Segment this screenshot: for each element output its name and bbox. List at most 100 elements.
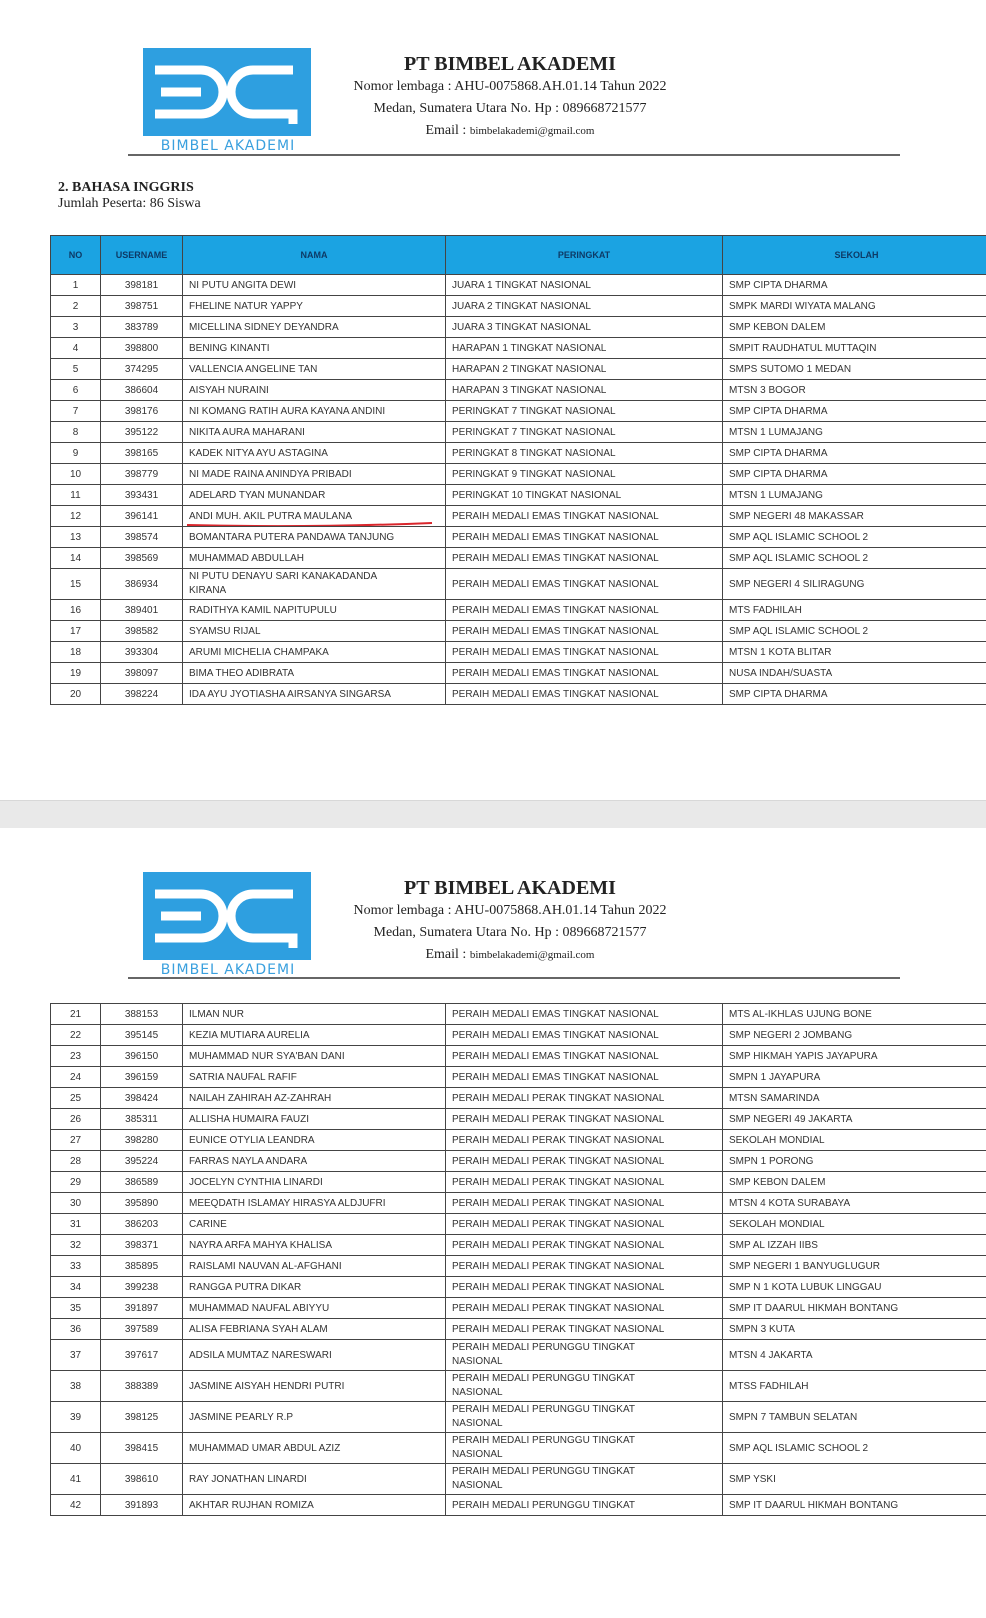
cell-no: 27 <box>50 1129 101 1151</box>
cell-nama-text: MUHAMMAD NUR SYA'BAN DANI <box>189 1050 345 1062</box>
company-name: PT BIMBEL AKADEMI <box>404 53 616 75</box>
cell-peringkat: PERAIH MEDALI EMAS TINGKAT NASIONAL <box>445 526 723 548</box>
cell-username: 398371 <box>100 1234 183 1256</box>
cell-no-text: 20 <box>69 688 82 700</box>
cell-nama-text: CARINE <box>189 1218 227 1230</box>
cell-peringkat-text: PERAIH MEDALI PERUNGGU TINGKAT NASIONAL <box>452 1466 635 1491</box>
cell-sekolah: MTSN 4 JAKARTA <box>722 1339 986 1371</box>
email-line: Email : bimbelakademi@gmail.com <box>425 947 595 962</box>
cell-username-text: 391897 <box>124 1302 159 1314</box>
cell-no-text: 22 <box>69 1029 82 1041</box>
table-row: 21 388153 ILMAN NUR PERAIH MEDALI EMAS TING… <box>50 1003 986 1025</box>
cell-peringkat-text: PERAIH MEDALI PERAK TINGKAT NASIONAL <box>452 1155 665 1167</box>
cell-peringkat-text: PERAIH MEDALI EMAS TINGKAT NASIONAL <box>452 604 659 616</box>
cell-peringkat: JUARA 2 TINGKAT NASIONAL <box>445 295 723 317</box>
cell-sekolah: SMP CIPTA DHARMA <box>722 683 986 705</box>
cell-username: 393431 <box>100 484 183 506</box>
cell-username-text: 393431 <box>124 489 159 501</box>
cell-nama: MUHAMMAD NAUFAL ABIYYU <box>182 1297 446 1319</box>
cell-no: 15 <box>50 568 101 600</box>
cell-nama-text: IDA AYU JYOTIASHA AIRSANYA SINGARSA <box>189 688 391 700</box>
cell-no-text: 23 <box>69 1050 82 1062</box>
cell-nama-text: MUHAMMAD ABDULLAH <box>189 552 305 564</box>
cell-peringkat-text: PERAIH MEDALI PERAK TINGKAT NASIONAL <box>452 1323 665 1335</box>
cell-no: 18 <box>50 641 101 663</box>
cell-nama: CARINE <box>182 1213 446 1235</box>
cell-sekolah: MTSN 1 KOTA BLITAR <box>722 641 986 663</box>
cell-no: 42 <box>50 1494 101 1516</box>
cell-nama: IDA AYU JYOTIASHA AIRSANYA SINGARSA <box>182 683 446 705</box>
cell-nama: MUHAMMAD NUR SYA'BAN DANI <box>182 1045 446 1067</box>
cell-sekolah-text: SMP AQL ISLAMIC SCHOOL 2 <box>729 1442 869 1454</box>
cell-peringkat-text: PERAIH MEDALI PERAK TINGKAT NASIONAL <box>452 1092 665 1104</box>
cell-sekolah-text: MTSS FADHILAH <box>729 1380 809 1392</box>
table-row: 29 386589 JOCELYN CYNTHIA LINARDI PERAIH ME… <box>50 1171 986 1193</box>
cell-username-text: 398424 <box>124 1092 159 1104</box>
cell-no: 36 <box>50 1318 101 1340</box>
cell-username: 398610 <box>100 1463 183 1495</box>
cell-username-text: 389401 <box>124 604 159 616</box>
cell-sekolah-text: SMPN 3 KUTA <box>729 1323 795 1335</box>
cell-peringkat: PERAIH MEDALI EMAS TINGKAT NASIONAL <box>445 1003 723 1025</box>
cell-no: 2 <box>50 295 101 317</box>
cell-nama-text: RAISLAMI NAUVAN AL-AFGHANI <box>189 1260 342 1272</box>
results-table-page-2: 21 388153 ILMAN NUR PERAIH MEDALI EMAS TING… <box>50 1003 986 1516</box>
cell-sekolah-text: SMP NEGERI 1 BANYUGLUGUR <box>729 1260 880 1272</box>
cell-sekolah-text: SMP N 1 KOTA LUBUK LINGGAU <box>729 1281 882 1293</box>
cell-peringkat-text: PERAIH MEDALI EMAS TINGKAT NASIONAL <box>452 688 659 700</box>
letterhead-divider <box>128 977 900 979</box>
cell-sekolah: SMPN 3 KUTA <box>722 1318 986 1340</box>
cell-peringkat: JUARA 1 TINGKAT NASIONAL <box>445 274 723 296</box>
cell-peringkat-text: PERAIH MEDALI PERUNGGU TINGKAT NASIONAL <box>452 1373 635 1398</box>
company-name: PT BIMBEL AKADEMI <box>404 877 616 899</box>
cell-no-text: 24 <box>69 1071 82 1083</box>
cell-nama-text: JASMINE PEARLY R.P <box>189 1411 294 1423</box>
cell-sekolah-text: SMP NEGERI 48 MAKASSAR <box>729 510 864 522</box>
cell-peringkat-text: PERAIH MEDALI PERAK TINGKAT NASIONAL <box>452 1302 665 1314</box>
cell-nama: MEEQDATH ISLAMAY HIRASYA ALDJUFRI <box>182 1192 446 1214</box>
cell-nama-text: NI MADE RAINA ANINDYA PRIBADI <box>189 468 352 480</box>
cell-nama: FHELINE NATUR YAPPY <box>182 295 446 317</box>
cell-peringkat-text: PERAIH MEDALI EMAS TINGKAT NASIONAL <box>452 1008 659 1020</box>
cell-no: 38 <box>50 1370 101 1402</box>
cell-peringkat: PERINGKAT 8 TINGKAT NASIONAL <box>445 442 723 464</box>
cell-peringkat: PERAIH MEDALI EMAS TINGKAT NASIONAL <box>445 683 723 705</box>
cell-peringkat: PERAIH MEDALI PERAK TINGKAT NASIONAL <box>445 1108 723 1130</box>
cell-sekolah: MTSN 1 LUMAJANG <box>722 484 986 506</box>
cell-no-text: 13 <box>69 531 82 543</box>
table-row: 41 398610 RAY JONATHAN LINARDI PERAIH MEDAL… <box>50 1463 986 1495</box>
cell-nama: JASMINE PEARLY R.P <box>182 1401 446 1433</box>
cell-peringkat: PERAIH MEDALI PERAK TINGKAT NASIONAL <box>445 1213 723 1235</box>
cell-no: 30 <box>50 1192 101 1214</box>
cell-peringkat-text: PERAIH MEDALI EMAS TINGKAT NASIONAL <box>452 510 659 522</box>
cell-no-text: 26 <box>69 1113 82 1125</box>
cell-peringkat-text: PERAIH MEDALI EMAS TINGKAT NASIONAL <box>452 1071 659 1083</box>
cell-sekolah: SMP NEGERI 49 JAKARTA <box>722 1108 986 1130</box>
cell-peringkat: PERAIH MEDALI PERAK TINGKAT NASIONAL <box>445 1297 723 1319</box>
cell-username: 398800 <box>100 337 183 359</box>
cell-nama-text: MUHAMMAD UMAR ABDUL AZIZ <box>189 1442 341 1454</box>
table-row: 7 398176 NI KOMANG RATIH AURA KAYANA ANDIN… <box>50 400 986 422</box>
cell-sekolah-text: MTSN SAMARINDA <box>729 1092 820 1104</box>
table-row: 3 383789 MICELLINA SIDNEY DEYANDRA JUARA 3 … <box>50 316 986 338</box>
cell-sekolah: MTSN SAMARINDA <box>722 1087 986 1109</box>
cell-no-text: 29 <box>69 1176 82 1188</box>
cell-sekolah: SMP AQL ISLAMIC SCHOOL 2 <box>722 547 986 569</box>
registration-number: Nomor lembaga : AHU-0075868.AH.01.14 Tah… <box>353 903 667 918</box>
cell-peringkat-text: PERAIH MEDALI PERAK TINGKAT NASIONAL <box>452 1218 665 1230</box>
cell-sekolah-text: SMP HIKMAH YAPIS JAYAPURA <box>729 1050 878 1062</box>
cell-nama: RAISLAMI NAUVAN AL-AFGHANI <box>182 1255 446 1277</box>
table-row: 1 398181 NI PUTU ANGITA DEWI JUARA 1 TINGKA… <box>50 274 986 296</box>
cell-sekolah-text: SEKOLAH MONDIAL <box>729 1218 825 1230</box>
cell-no: 23 <box>50 1045 101 1067</box>
cell-sekolah-text: SMPK MARDI WIYATA MALANG <box>729 300 876 312</box>
table-row: 5 374295 VALLENCIA ANGELINE TAN HARAPAN 2 T… <box>50 358 986 380</box>
cell-peringkat: PERAIH MEDALI PERAK TINGKAT NASIONAL <box>445 1171 723 1193</box>
bimbel-akademi-logo: BIMBEL AKADEMI <box>143 872 313 978</box>
cell-peringkat: PERINGKAT 9 TINGKAT NASIONAL <box>445 463 723 485</box>
cell-sekolah-text: SMP NEGERI 49 JAKARTA <box>729 1113 853 1125</box>
cell-nama: NI KOMANG RATIH AURA KAYANA ANDINI <box>182 400 446 422</box>
cell-username: 396150 <box>100 1045 183 1067</box>
cell-no-text: 5 <box>72 363 79 375</box>
table-row: 17 398582 SYAMSU RIJAL PERAIH MEDALI EMAS T… <box>50 620 986 642</box>
